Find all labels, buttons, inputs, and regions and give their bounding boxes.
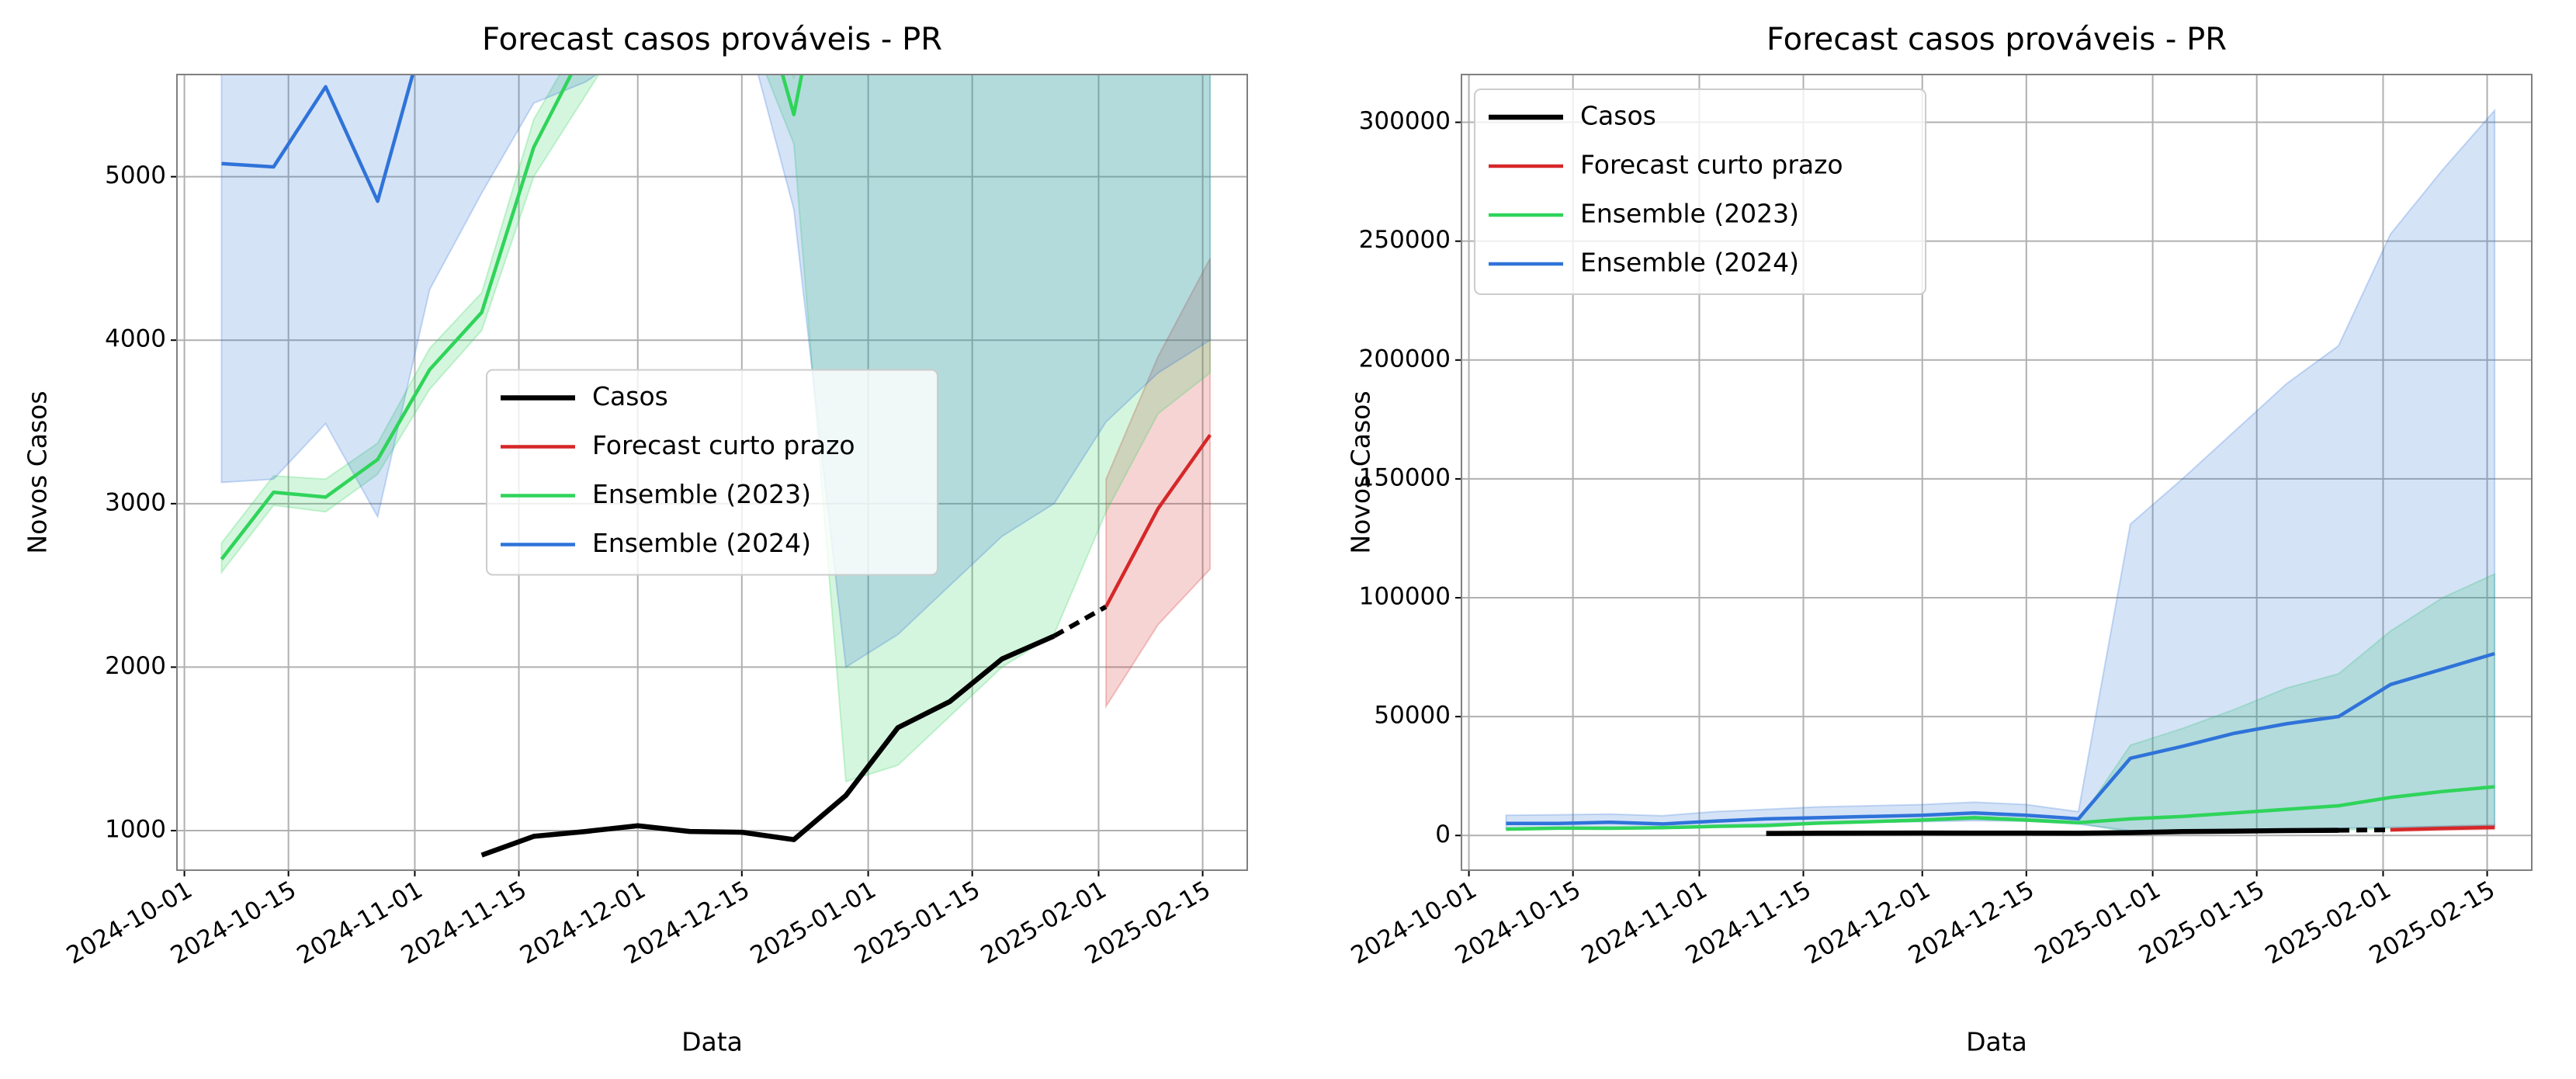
axes-frame xyxy=(176,74,1248,871)
y-tick-label: 5000 xyxy=(105,161,166,189)
chart-panel: 100020003000400050002024-10-012024-10-15… xyxy=(23,22,1248,1057)
chart-panel: 0500001000001500002000002500003000002024… xyxy=(1346,22,2533,1057)
legend: Casos Forecast curto prazo Ensemble (2023)… xyxy=(1474,88,1926,295)
chart-title: Forecast casos prováveis - PR xyxy=(1766,22,2227,57)
chart-title: Forecast casos prováveis - PR xyxy=(482,22,942,57)
connector xyxy=(2338,827,2391,833)
confidence-band xyxy=(1105,258,1212,710)
series-line xyxy=(220,75,804,560)
y-tick-label: 250000 xyxy=(1359,226,1451,254)
axes-frame xyxy=(1461,74,2533,871)
legend-label: Casos xyxy=(592,381,668,411)
confidence-band xyxy=(220,75,1212,783)
plot-area xyxy=(1505,108,2496,836)
legend-label: Ensemble (2024) xyxy=(592,528,811,558)
legend: Casos Forecast curto prazo Ensemble (2023)… xyxy=(486,369,938,576)
legend-label: Forecast curto prazo xyxy=(1580,150,1843,180)
y-tick-label: 300000 xyxy=(1359,107,1451,135)
legend-box xyxy=(486,369,938,576)
y-axis-label: Novos Casos xyxy=(1346,390,1376,553)
plot-area xyxy=(220,75,1212,858)
series-line xyxy=(221,75,415,203)
y-tick-label: 4000 xyxy=(105,325,166,353)
x-axis-label: Data xyxy=(681,1027,743,1057)
series-line xyxy=(1506,651,2495,826)
y-tick-label: 3000 xyxy=(105,488,166,516)
confidence-band xyxy=(220,75,1212,669)
series-line xyxy=(480,633,1056,858)
y-tick-label: 150000 xyxy=(1359,463,1451,491)
legend-label: Casos xyxy=(1580,101,1656,131)
legend-box xyxy=(1474,88,1926,295)
series-line xyxy=(1104,434,1212,608)
x-axis-label: Data xyxy=(1966,1027,2027,1057)
y-tick-label: 0 xyxy=(1435,821,1451,848)
series-line xyxy=(2390,825,2495,832)
legend-label: Ensemble (2023) xyxy=(592,479,811,509)
legend-label: Forecast curto prazo xyxy=(592,430,855,460)
y-tick-label: 100000 xyxy=(1359,583,1451,611)
legend-label: Ensemble (2023) xyxy=(1580,199,1799,229)
y-tick-label: 200000 xyxy=(1359,345,1451,373)
connector xyxy=(1052,604,1108,639)
y-tick-label: 1000 xyxy=(105,816,166,844)
legend-label: Ensemble (2024) xyxy=(1580,248,1799,278)
y-tick-label: 50000 xyxy=(1374,702,1451,730)
y-tick-label: 2000 xyxy=(105,652,166,680)
series-line xyxy=(1766,827,2339,836)
y-axis-label: Novos Casos xyxy=(23,390,53,553)
series-line xyxy=(1506,785,2495,831)
